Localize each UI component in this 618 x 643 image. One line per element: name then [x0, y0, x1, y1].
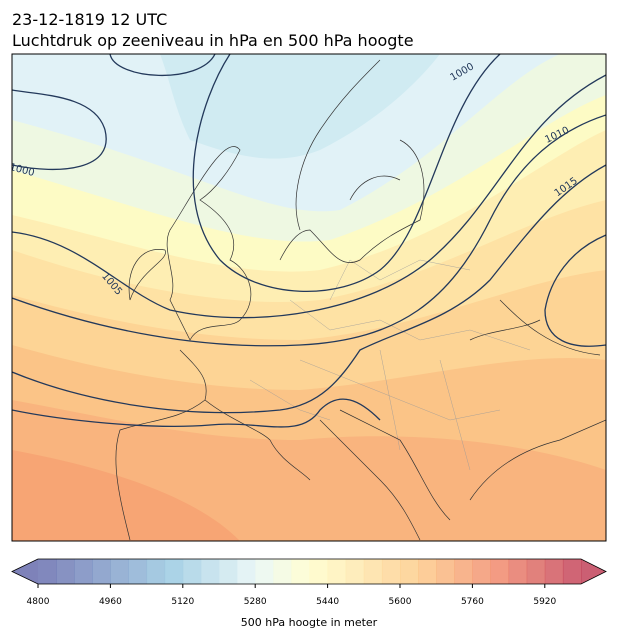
colorbar-segment	[146, 559, 166, 584]
colorbar-segment	[454, 559, 473, 584]
colorbar-segment	[418, 559, 437, 584]
colorbar-frame	[11, 558, 607, 585]
colorbar-tick-label: 5920	[533, 597, 556, 607]
map: 1000 1010 1015 1005 1000	[8, 54, 606, 541]
colorbar-extend	[12, 559, 38, 584]
colorbar: 4800 4960 5120 5280 5440 5600 5760 5920	[11, 558, 607, 607]
isobar	[12, 398, 381, 428]
isobar	[12, 164, 606, 414]
colorbar-segment	[164, 559, 184, 584]
colorbar-tick-label: 4800	[27, 597, 50, 607]
colorbar-segment	[472, 559, 491, 584]
colorbar-tick-label: 5440	[316, 597, 339, 607]
colorbar-segment	[38, 559, 57, 584]
colorbar-tick-label: 4960	[99, 597, 122, 607]
colorbar-segment	[400, 559, 419, 584]
colorbar-segment	[345, 559, 365, 584]
colorbar-segment	[273, 559, 292, 584]
colorbar-segment	[237, 559, 256, 584]
isobar	[544, 234, 606, 347]
isobar	[12, 89, 107, 171]
isobar	[12, 114, 606, 347]
colorbar-tick-label: 5280	[244, 597, 267, 607]
colorbar-segment	[219, 559, 238, 584]
colorbar-segment	[291, 559, 310, 584]
colorbar-segment	[309, 559, 329, 584]
colorbar-segment	[490, 559, 510, 584]
colorbar-extend	[581, 559, 606, 584]
colorbar-segment	[363, 559, 383, 584]
colorbar-segment	[544, 559, 564, 584]
colorbar-segment	[182, 559, 202, 584]
colorbar-segment	[381, 559, 401, 584]
colorbar-segment	[327, 559, 347, 584]
map-frame	[11, 53, 607, 542]
colorbar-segment	[526, 559, 546, 584]
colorbar-segment	[255, 559, 274, 584]
isobar	[192, 54, 501, 292]
colorbar-segment	[200, 559, 220, 584]
title-line2: Luchtdruk op zeeniveau in hPa en 500 hPa…	[12, 31, 414, 50]
colorbar-segment	[436, 559, 455, 584]
colorbar-segment	[92, 559, 111, 584]
isobar-label: 1000	[8, 162, 35, 179]
colorbar-segment	[508, 559, 528, 584]
colorbar-label: 500 hPa hoogte in meter	[241, 616, 378, 629]
borders	[249, 259, 531, 471]
title-line1: 23-12-1819 12 UTC	[12, 10, 167, 29]
colorbar-segment	[562, 559, 582, 584]
colorbar-tick-label: 5120	[171, 597, 194, 607]
colorbar-tick-label: 5600	[389, 597, 412, 607]
colorbar-segment	[56, 559, 75, 584]
colorbar-tick-label: 5760	[461, 597, 484, 607]
colorbar-segment	[74, 559, 93, 584]
isobar	[109, 54, 216, 77]
colorbar-segment	[110, 559, 129, 584]
colorbar-segment	[128, 559, 148, 584]
isobar	[12, 74, 606, 319]
coastlines	[115, 59, 606, 541]
band	[160, 54, 440, 159]
